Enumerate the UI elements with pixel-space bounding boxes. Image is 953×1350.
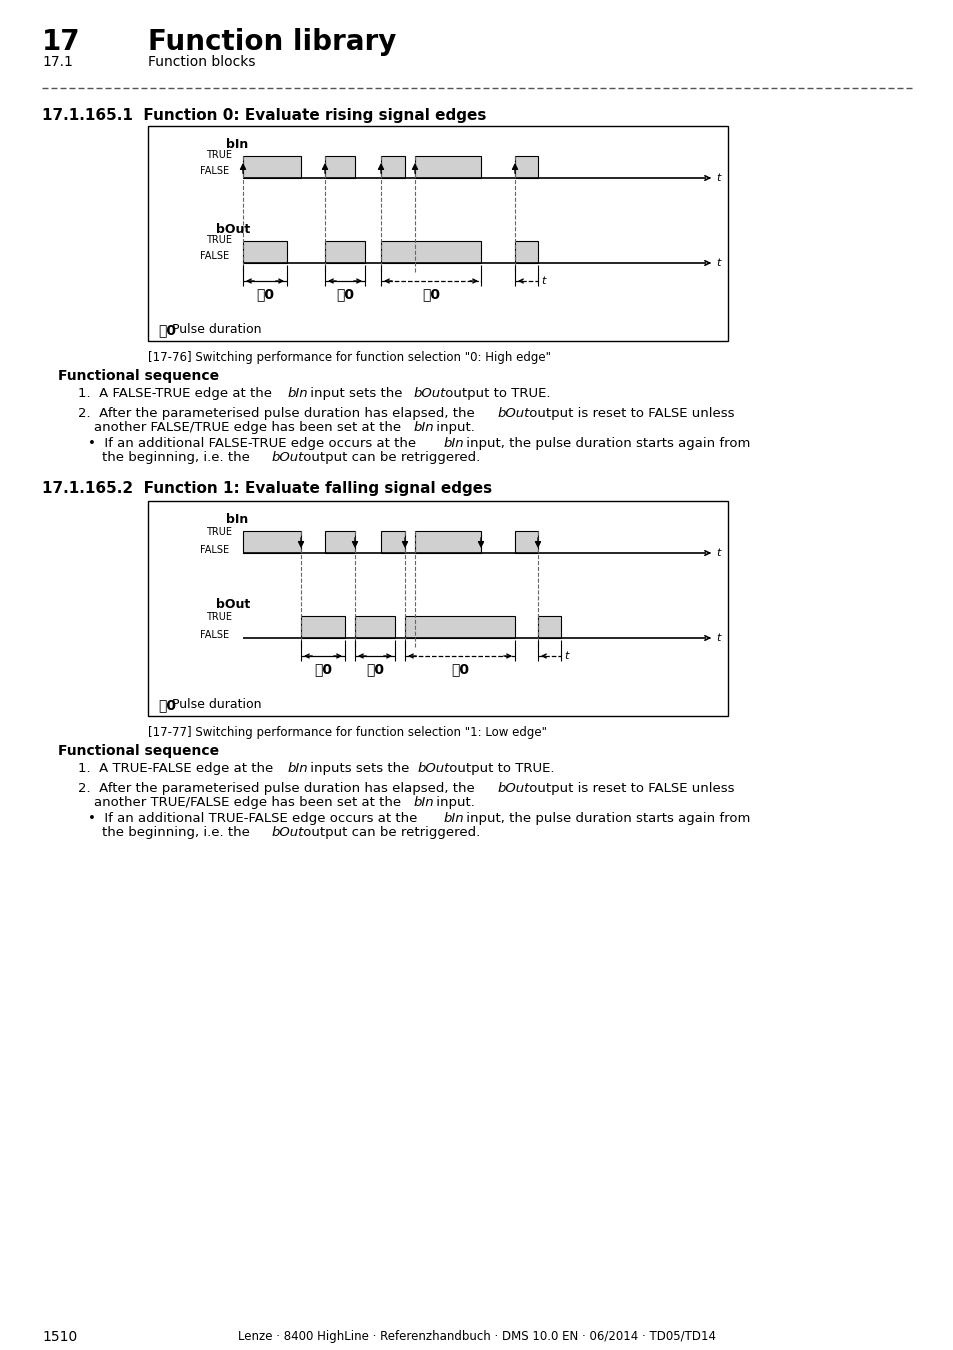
Text: bOut: bOut [272,451,304,464]
Text: [17-77] Switching performance for function selection "1: Low edge": [17-77] Switching performance for functi… [148,726,546,738]
Text: ␰0: ␰0 [335,288,354,301]
Bar [301,616,345,639]
Bar [325,242,365,263]
Bar [380,531,405,554]
Text: FALSE: FALSE [200,251,229,261]
Text: 1.  A TRUE-FALSE edge at the: 1. A TRUE-FALSE edge at the [78,761,277,775]
Text: bIn: bIn [288,387,309,400]
Text: 17.1: 17.1 [42,55,72,69]
Text: the beginning, i.e. the: the beginning, i.e. the [102,451,253,464]
Text: bIn: bIn [414,421,435,433]
Text: •  If an additional TRUE-FALSE edge occurs at the: • If an additional TRUE-FALSE edge occur… [88,811,421,825]
Text: TRUE: TRUE [206,150,232,161]
Text: bOut: bOut [497,782,530,795]
Text: TRUE: TRUE [206,235,232,244]
Text: bOut: bOut [272,826,304,838]
Bar [415,531,480,554]
Text: input, the pulse duration starts again from: input, the pulse duration starts again f… [461,811,750,825]
Text: ␰0: ␰0 [421,288,439,301]
Text: 2.  After the parameterised pulse duration has elapsed, the: 2. After the parameterised pulse duratio… [78,406,478,420]
Text: FALSE: FALSE [200,545,229,555]
Text: bOut: bOut [215,598,250,612]
Bar [325,157,355,178]
Bar [405,616,515,639]
Text: bIn: bIn [226,138,248,151]
Text: bOut: bOut [215,223,250,236]
Text: t: t [716,173,720,184]
Text: 17: 17 [42,28,81,55]
Text: output to TRUE.: output to TRUE. [440,387,550,400]
Text: t: t [563,651,568,661]
Text: ␰0: ␰0 [255,288,274,301]
Text: TRUE: TRUE [206,612,232,622]
Text: input.: input. [432,796,475,809]
Text: Function library: Function library [148,28,395,55]
Text: bOut: bOut [417,761,450,775]
Bar [380,157,405,178]
Text: output can be retriggered.: output can be retriggered. [298,826,479,838]
Text: bIn: bIn [288,761,309,775]
Text: bOut: bOut [497,406,530,420]
Text: input.: input. [432,421,475,433]
Text: inputs sets the: inputs sets the [306,761,414,775]
Bar [243,531,301,554]
Text: t: t [716,633,720,643]
Text: bIn: bIn [226,513,248,526]
Bar [148,501,727,716]
Bar [537,616,560,639]
Text: ␰0: ␰0 [366,662,384,676]
Text: ␰0: ␰0 [314,662,332,676]
Text: input, the pulse duration starts again from: input, the pulse duration starts again f… [461,437,750,450]
Text: the beginning, i.e. the: the beginning, i.e. the [102,826,253,838]
Text: output is reset to FALSE unless: output is reset to FALSE unless [524,406,734,420]
Text: Lenze · 8400 HighLine · Referenzhandbuch · DMS 10.0 EN · 06/2014 · TD05/TD14: Lenze · 8400 HighLine · Referenzhandbuch… [237,1330,716,1343]
Text: t: t [540,275,545,286]
Bar [243,157,301,178]
Text: 2.  After the parameterised pulse duration has elapsed, the: 2. After the parameterised pulse duratio… [78,782,478,795]
Bar [515,242,537,263]
Text: input sets the: input sets the [306,387,406,400]
Text: t: t [716,258,720,269]
Text: Functional sequence: Functional sequence [58,369,219,383]
Text: ␰0: ␰0 [158,698,175,711]
Text: Functional sequence: Functional sequence [58,744,219,757]
Bar [325,531,355,554]
Text: bIn: bIn [443,437,464,450]
Text: [17-76] Switching performance for function selection "0: High edge": [17-76] Switching performance for functi… [148,351,551,364]
Text: output to TRUE.: output to TRUE. [444,761,554,775]
Text: another TRUE/FALSE edge has been set at the: another TRUE/FALSE edge has been set at … [94,796,405,809]
Bar [355,616,395,639]
Text: FALSE: FALSE [200,630,229,640]
Text: •  If an additional FALSE-TRUE edge occurs at the: • If an additional FALSE-TRUE edge occur… [88,437,420,450]
Text: Function blocks: Function blocks [148,55,255,69]
Text: Pulse duration: Pulse duration [172,698,261,711]
Text: Pulse duration: Pulse duration [172,323,261,336]
Text: 1510: 1510 [42,1330,77,1345]
Bar [148,126,727,342]
Text: ␰0: ␰0 [451,662,469,676]
Bar [515,531,537,554]
Text: TRUE: TRUE [206,526,232,537]
Text: bIn: bIn [414,796,435,809]
Bar [243,242,287,263]
Text: bOut: bOut [414,387,446,400]
Text: another FALSE/TRUE edge has been set at the: another FALSE/TRUE edge has been set at … [94,421,405,433]
Text: t: t [716,548,720,558]
Text: 17.1.165.1  Function 0: Evaluate rising signal edges: 17.1.165.1 Function 0: Evaluate rising s… [42,108,486,123]
Bar [380,242,480,263]
Text: ␰0: ␰0 [158,323,175,338]
Text: 17.1.165.2  Function 1: Evaluate falling signal edges: 17.1.165.2 Function 1: Evaluate falling … [42,481,492,495]
Text: output is reset to FALSE unless: output is reset to FALSE unless [524,782,734,795]
Bar [415,157,480,178]
Text: bIn: bIn [443,811,464,825]
Text: 1.  A FALSE-TRUE edge at the: 1. A FALSE-TRUE edge at the [78,387,276,400]
Bar [515,157,537,178]
Text: output can be retriggered.: output can be retriggered. [298,451,479,464]
Text: FALSE: FALSE [200,166,229,176]
